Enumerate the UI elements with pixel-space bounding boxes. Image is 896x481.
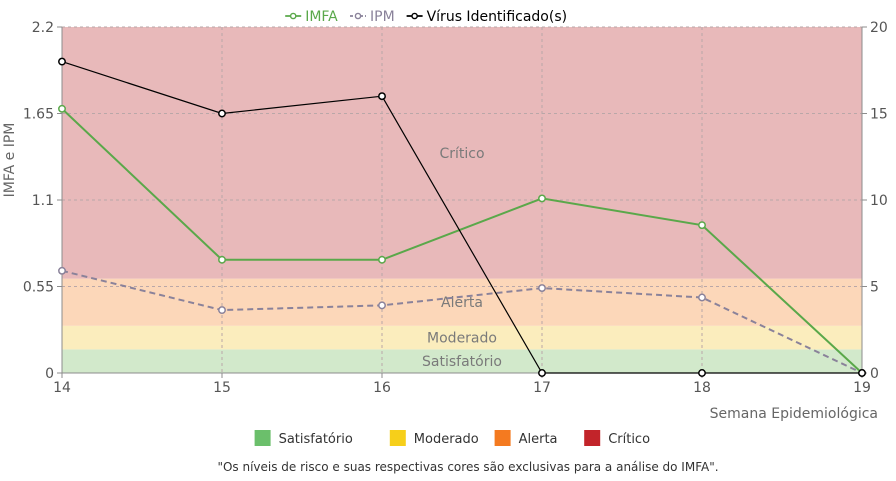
- legend-marker: [354, 12, 362, 20]
- data-point[interactable]: [698, 369, 706, 377]
- y2-tick-label: 0: [870, 366, 879, 382]
- data-point[interactable]: [698, 221, 706, 230]
- x-tick-label: 17: [533, 380, 551, 396]
- legend-marker: [289, 12, 297, 20]
- data-point[interactable]: [58, 266, 66, 275]
- series-legend[interactable]: IMFA IPM Vírus Identificado(s): [285, 9, 567, 25]
- y-tick-label: 0.55: [23, 280, 54, 296]
- data-point[interactable]: [698, 293, 706, 302]
- legend-marker: [411, 12, 418, 20]
- risk-legend-item-3: Crítico: [584, 430, 650, 447]
- data-point[interactable]: [218, 255, 226, 264]
- data-point[interactable]: [538, 284, 546, 293]
- risk-legend-label: Alerta: [519, 432, 558, 447]
- risk-legend-item-0: Satisfatório: [254, 430, 353, 447]
- y-tick-label: 1.65: [23, 107, 54, 123]
- legend-label: IPM: [370, 9, 395, 25]
- risk-band-labels: Satisfatório Moderado Alerta Crítico: [422, 146, 502, 370]
- risk-legend-label: Satisfatório: [279, 432, 353, 447]
- y-tick-label: 2.2: [32, 20, 54, 36]
- y2-tick-label: 10: [870, 193, 888, 209]
- series: [58, 57, 866, 377]
- x-tick-label: 19: [853, 380, 871, 396]
- data-point[interactable]: [58, 57, 66, 66]
- data-point[interactable]: [378, 255, 386, 264]
- data-point[interactable]: [378, 92, 386, 101]
- y2-tick-label: 15: [870, 107, 888, 123]
- legend-label: Vírus Identificado(s): [427, 9, 567, 25]
- y2-tick-label: 5: [870, 280, 879, 296]
- footnote: "Os níveis de risco e suas respectivas c…: [217, 460, 718, 474]
- data-point[interactable]: [58, 104, 66, 113]
- risk-legend-swatch: [584, 430, 601, 446]
- x-tick-label: 16: [373, 380, 391, 396]
- risk-legend-label: Moderado: [414, 432, 479, 447]
- y-tick-label: 1.1: [32, 193, 54, 209]
- risk-band-0: [62, 349, 862, 373]
- risk-band-label: Alerta: [441, 295, 483, 311]
- data-point[interactable]: [858, 369, 866, 377]
- data-point[interactable]: [538, 369, 546, 377]
- risk-legend-swatch: [389, 430, 406, 446]
- risk-legend-item-1: Moderado: [389, 430, 479, 447]
- risk-legend: Satisfatório Moderado Alerta Crítico: [254, 430, 650, 447]
- y-tick-label: 0: [45, 366, 54, 382]
- x-axis-label: Semana Epidemiológica: [710, 406, 878, 422]
- series-line-2: [61, 61, 862, 374]
- risk-band-label: Moderado: [427, 331, 497, 347]
- risk-legend-item-2: Alerta: [494, 430, 558, 447]
- risk-band-3: [62, 27, 862, 279]
- risk-band-label: Crítico: [439, 146, 484, 162]
- risk-legend-swatch: [494, 430, 511, 446]
- risk-band-label: Satisfatório: [422, 354, 502, 370]
- legend-item-2[interactable]: Vírus Identificado(s): [406, 9, 567, 25]
- risk-legend-swatch: [254, 430, 271, 446]
- legend-item-1[interactable]: IPM: [350, 9, 395, 25]
- legend-item-0[interactable]: IMFA: [285, 9, 338, 25]
- data-point[interactable]: [218, 109, 226, 118]
- y-axis-label: IMFA e IPM: [2, 123, 18, 198]
- x-tick-label: 14: [53, 380, 71, 396]
- risk-legend-label: Crítico: [608, 432, 650, 447]
- y2-tick-label: 20: [870, 20, 888, 36]
- series-line-0: [61, 108, 863, 374]
- data-point[interactable]: [378, 301, 386, 310]
- legend-label: IMFA: [305, 9, 338, 25]
- series-line-1: [61, 269, 863, 374]
- data-point[interactable]: [218, 306, 226, 315]
- x-tick-label: 18: [693, 380, 711, 396]
- risk-band-1: [62, 325, 862, 350]
- x-tick-label: 15: [213, 380, 231, 396]
- data-point[interactable]: [538, 194, 546, 203]
